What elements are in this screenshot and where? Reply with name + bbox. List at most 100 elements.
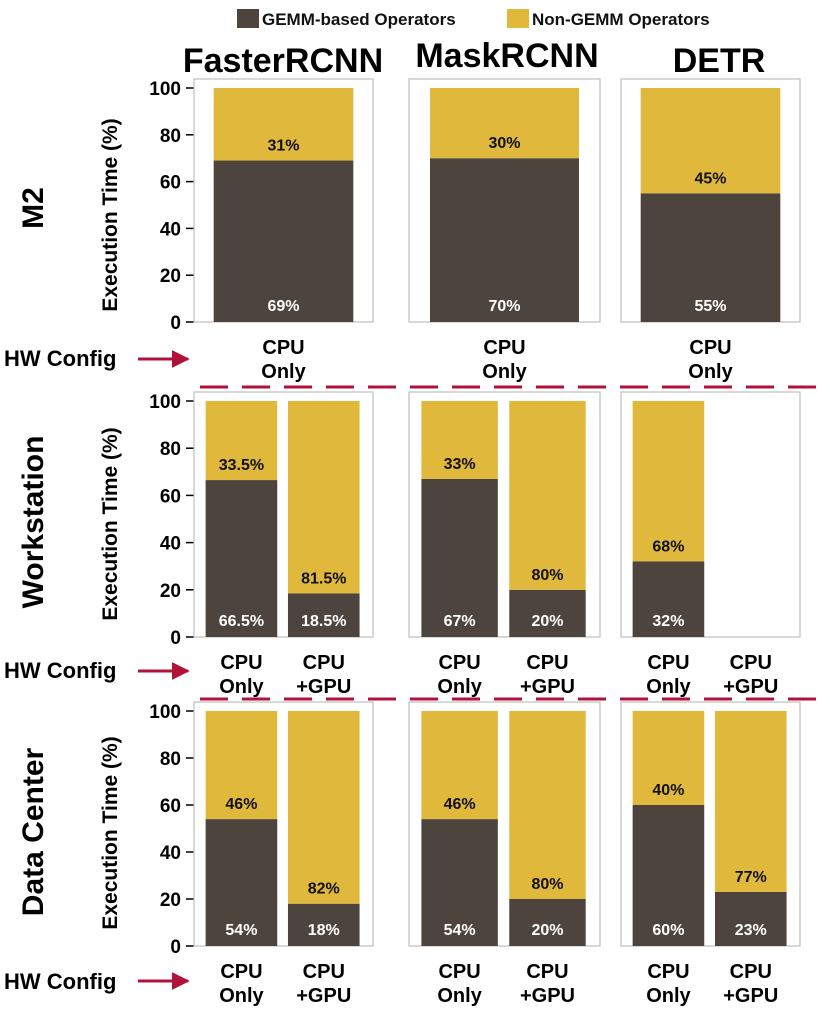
y-tick-label: 0 (170, 937, 181, 958)
data-label-non-gemm: 30% (488, 135, 520, 152)
hw-config-label: HW Config (4, 658, 116, 683)
panel-frame (408, 391, 601, 638)
data-label-non-gemm: 33% (444, 456, 476, 473)
bar-gemm (287, 903, 360, 946)
category-label: Only (437, 985, 482, 1007)
panel-frame (620, 701, 801, 947)
bar-gemm (632, 561, 705, 637)
bar-non-gemm (287, 401, 360, 594)
row-title-m2: M2 (17, 187, 50, 229)
category-label: Only (646, 985, 691, 1007)
y-tick-label: 0 (170, 313, 181, 334)
data-label-non-gemm: 33.5% (219, 457, 264, 474)
y-tick-label: 60 (160, 796, 181, 817)
row-title-data-center: Data Center (17, 747, 50, 916)
data-label-gemm: 55% (694, 298, 726, 315)
data-label-gemm: 54% (225, 922, 257, 939)
y-tick-label: 100 (149, 702, 181, 723)
data-label-gemm: 23% (735, 922, 767, 939)
category-label: Only (219, 985, 264, 1007)
category-label: CPU (303, 961, 345, 983)
y-tick-label: 80 (160, 439, 181, 460)
bar-gemm (509, 589, 586, 637)
bar-non-gemm (632, 401, 705, 562)
y-tick-label: 20 (160, 266, 181, 287)
y-axis-label: Execution Time (%) (99, 736, 122, 929)
data-label-gemm: 69% (267, 298, 299, 315)
y-tick-label: 80 (160, 749, 181, 770)
category-label: Only (482, 361, 527, 383)
y-tick-label: 100 (149, 392, 181, 413)
data-label-non-gemm: 45% (694, 170, 726, 187)
data-label-gemm: 20% (531, 613, 563, 630)
panel-frame (193, 391, 374, 638)
data-label-gemm: 54% (444, 922, 476, 939)
data-label-gemm: 18% (308, 922, 340, 939)
legend-label-non-gemm: Non-GEMM Operators (532, 10, 710, 29)
legend: GEMM-based Operators Non-GEMM Operators (237, 9, 710, 29)
category-label: +GPU (520, 985, 575, 1007)
y-tick-label: 80 (160, 126, 181, 147)
y-tick-label: 20 (160, 890, 181, 911)
data-label-gemm: 67% (444, 613, 476, 630)
data-label-non-gemm: 80% (531, 567, 563, 584)
category-label: CPU (647, 652, 689, 674)
category-label: Only (646, 676, 691, 698)
category-label: Only (261, 361, 306, 383)
bar-gemm (421, 819, 498, 946)
category-label: CPU (438, 652, 480, 674)
y-tick-label: 60 (160, 486, 181, 507)
hw-config-label: HW Config (4, 346, 116, 371)
data-label-non-gemm: 46% (225, 796, 257, 813)
data-label-non-gemm: 40% (652, 782, 684, 799)
y-ticks: 0 20 40 60 80 100 0 20 40 60 80 100 0 20 40 60 80 100 (149, 79, 194, 958)
panel-frame (620, 391, 801, 638)
category-label: CPU (647, 961, 689, 983)
row-title-workstation: Workstation (17, 436, 50, 609)
category-label: CPU (730, 961, 772, 983)
bar-non-gemm (509, 711, 586, 899)
category-label: Only (437, 676, 482, 698)
bar-gemm (509, 899, 586, 946)
category-label: CPU (526, 652, 568, 674)
bar-gemm (205, 480, 278, 637)
legend-swatch-gemm (237, 9, 259, 28)
bar-non-gemm (640, 88, 781, 194)
category-label: CPU (220, 652, 262, 674)
category-label: +GPU (723, 676, 778, 698)
data-label-non-gemm: 80% (531, 876, 563, 893)
category-label: CPU (689, 337, 731, 359)
bar-non-gemm (421, 401, 498, 479)
category-label: Only (219, 676, 264, 698)
y-tick-label: 0 (170, 628, 181, 649)
data-label-gemm: 70% (488, 298, 520, 315)
data-label-gemm: 20% (531, 922, 563, 939)
category-label: +GPU (296, 676, 351, 698)
y-axis-label: Execution Time (%) (99, 118, 122, 311)
bar-gemm (640, 193, 781, 322)
data-label-gemm: 18.5% (301, 613, 346, 630)
category-label: +GPU (296, 985, 351, 1007)
data-label-non-gemm: 31% (267, 138, 299, 155)
category-label: CPU (262, 337, 304, 359)
bar-non-gemm (287, 711, 360, 904)
bar-non-gemm (430, 88, 579, 159)
panel-frame (193, 701, 374, 947)
category-label: CPU (303, 652, 345, 674)
bar-gemm (287, 593, 360, 637)
bar-non-gemm (509, 401, 586, 590)
y-tick-label: 60 (160, 173, 181, 194)
bar-non-gemm (205, 401, 278, 481)
category-label: +GPU (520, 676, 575, 698)
data-label-gemm: 60% (652, 922, 684, 939)
category-label: CPU (438, 961, 480, 983)
category-label: CPU (526, 961, 568, 983)
model-title-maskrcnn: MaskRCNN (415, 37, 598, 75)
